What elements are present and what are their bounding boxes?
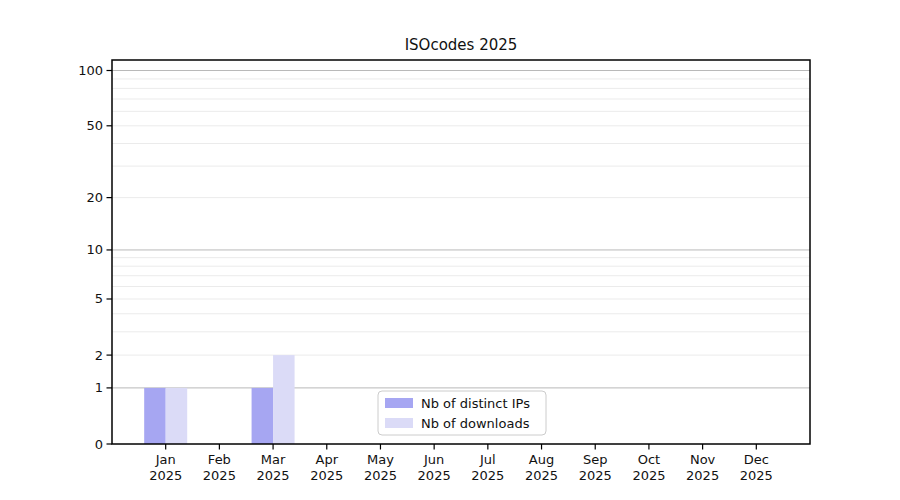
x-axis-tick-label-month: Feb [208,452,231,467]
x-axis-tick-label-month: Jan [155,452,176,467]
legend-label-downloads: Nb of downloads [421,416,530,431]
bar-chart: 0125102050100Jan2025Feb2025Mar2025Apr202… [0,0,900,500]
y-axis-tick-label: 5 [95,291,103,306]
y-axis-tick-label: 20 [86,190,103,205]
y-axis-tick-label: 100 [78,63,103,78]
x-axis-tick-label-month: Jul [479,452,496,467]
y-axis-tick-label: 1 [95,380,103,395]
axes-spines [112,60,810,444]
x-axis-tick-label-month: Nov [690,452,716,467]
x-axis-tick-label-month: Oct [638,452,660,467]
legend-swatch-distinct-ips [385,398,413,408]
x-axis-tick-label-year: 2025 [471,468,504,483]
x-axis-tick-label-month: Apr [316,452,339,467]
bar-nb-of-distinct-ips-mar [252,388,273,444]
bar-nb-of-downloads-jan [166,388,188,444]
y-axis-tick-label: 2 [95,348,103,363]
x-axis-tick-label-year: 2025 [364,468,397,483]
x-axis-tick-label-month: May [367,452,394,467]
figure: ISOcodes 2025 0125102050100Jan2025Feb202… [0,0,900,500]
x-axis-tick-label-year: 2025 [203,468,236,483]
bar-nb-of-distinct-ips-jan [144,388,166,444]
y-axis-tick-label: 10 [86,242,103,257]
bar-nb-of-downloads-mar [273,355,295,444]
x-axis-tick-label-month: Mar [261,452,286,467]
legend-label-distinct-ips: Nb of distinct IPs [421,396,530,411]
x-axis-tick-label-year: 2025 [740,468,773,483]
x-axis-tick-label-year: 2025 [310,468,343,483]
x-axis-tick-label-year: 2025 [632,468,665,483]
x-axis-tick-label-year: 2025 [149,468,182,483]
legend-swatch-downloads [385,418,413,428]
x-axis-tick-label-month: Aug [529,452,554,467]
x-axis-tick-label-month: Sep [583,452,608,467]
x-axis-tick-label-month: Dec [744,452,769,467]
y-axis-tick-label: 50 [86,118,103,133]
y-axis-tick-label: 0 [95,437,103,452]
x-axis-tick-label-year: 2025 [257,468,290,483]
x-axis-tick-label-year: 2025 [525,468,558,483]
x-axis-tick-label-year: 2025 [579,468,612,483]
x-axis-tick-label-year: 2025 [418,468,451,483]
x-axis-tick-label-month: Jun [423,452,444,467]
x-axis-tick-label-year: 2025 [686,468,719,483]
